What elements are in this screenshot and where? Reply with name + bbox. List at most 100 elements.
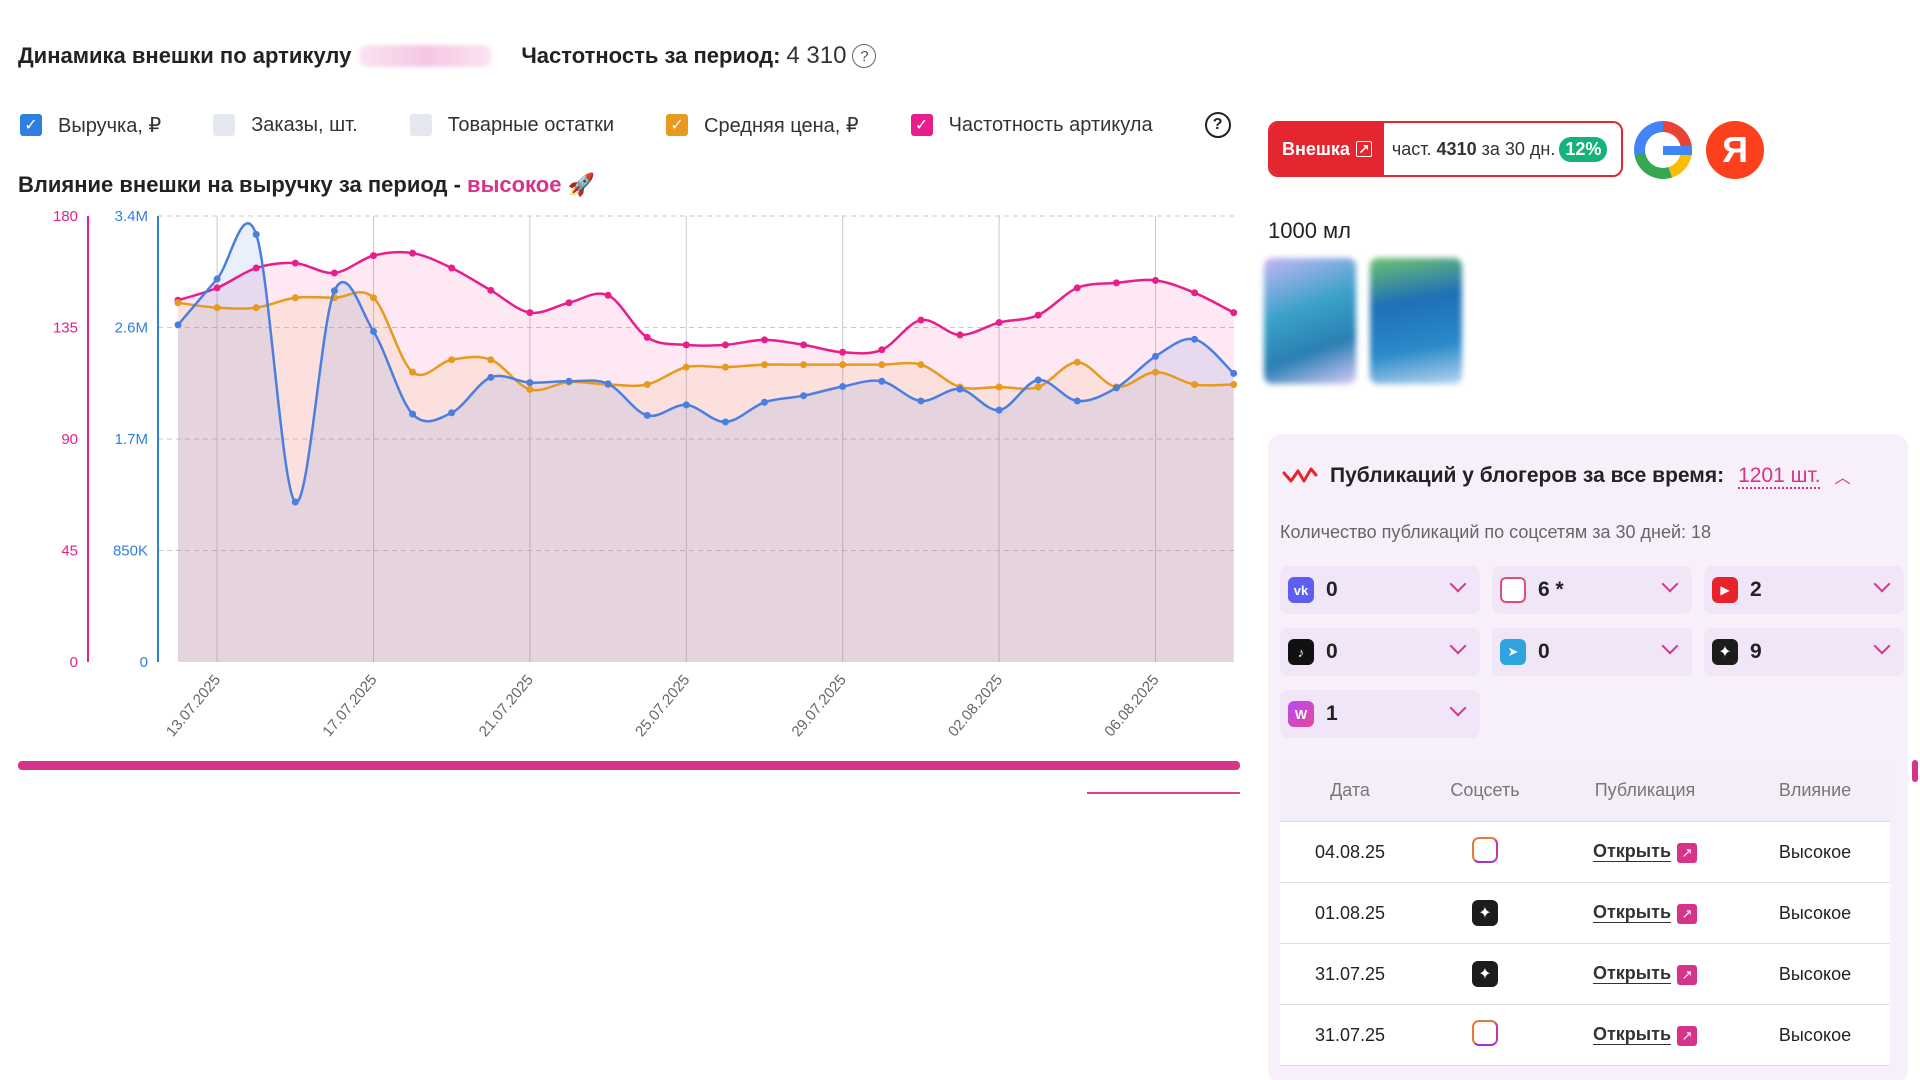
help-icon[interactable]: ? (1205, 112, 1231, 138)
row-social: ✦ (1420, 900, 1550, 926)
chevron-down-icon[interactable] (1874, 576, 1891, 593)
data-point (605, 292, 612, 299)
google-icon[interactable] (1634, 121, 1692, 179)
col-date[interactable]: Дата (1280, 780, 1420, 801)
product-thumbnail[interactable] (1264, 258, 1356, 384)
influence-level: высокое (467, 172, 561, 197)
external-link-icon: ↗ (1356, 141, 1372, 157)
right-axis-tick-label: 1.7M (115, 431, 148, 448)
row-social (1420, 1020, 1550, 1051)
x-tick-label: 17.07.2025 (319, 672, 380, 740)
chevron-down-icon[interactable] (1662, 576, 1679, 593)
pubs-header[interactable]: Публикаций у блогеров за все время: 1201… (1282, 464, 1851, 488)
external-traffic-badge[interactable]: Внешка ↗ част. 4310 за 30 дн. 12% (1268, 121, 1623, 177)
chart-range-thumb[interactable] (1087, 792, 1240, 794)
legend-sku-frequency[interactable]: ✓ Частотность артикула (911, 114, 1153, 137)
telegram-icon: ➤ (1500, 639, 1526, 665)
chart-range-scrollbar[interactable] (18, 761, 1240, 770)
social-dropdown-wb[interactable]: W 1 (1280, 690, 1480, 738)
data-point (175, 321, 182, 328)
row-impact: Высокое (1740, 1025, 1890, 1046)
revenue-chart[interactable]: 0 45 90 135 180 0 850K 1.7M 2.6M 3.4M 13.07.2025 17… (0, 200, 1240, 760)
legend-label: Средняя цена, ₽ (704, 113, 859, 138)
data-point (957, 331, 964, 338)
yandex-icon[interactable]: Я (1706, 121, 1764, 179)
pubs-count[interactable]: 1201 шт. (1738, 464, 1821, 488)
data-point (253, 265, 260, 272)
social-dropdown-telegram[interactable]: ➤ 0 (1492, 628, 1692, 676)
chevron-up-icon[interactable]: ︿ (1835, 464, 1851, 488)
data-point (1191, 381, 1198, 388)
data-point (487, 356, 494, 363)
open-link[interactable]: Открыть (1593, 902, 1671, 922)
external-link-icon[interactable]: ↗ (1677, 904, 1697, 924)
legend-label: Выручка, ₽ (58, 113, 161, 138)
social-dropdown-youtube[interactable]: ▶ 2 (1704, 566, 1904, 614)
data-point (487, 374, 494, 381)
table-row: 31.07.25 Открыть ↗ Высокое (1280, 1005, 1890, 1066)
left-axis-tick-label: 135 (53, 320, 78, 337)
data-point (1230, 381, 1237, 388)
data-point (644, 381, 651, 388)
chevron-down-icon[interactable] (1450, 700, 1467, 717)
data-point (1074, 359, 1081, 366)
data-point (800, 392, 807, 399)
data-point (761, 336, 768, 343)
row-social: ✦ (1420, 961, 1550, 987)
data-point (917, 317, 924, 324)
legend-label: Частотность артикула (949, 114, 1153, 137)
open-link[interactable]: Открыть (1593, 841, 1671, 861)
data-point (253, 304, 260, 311)
chevron-down-icon[interactable] (1662, 638, 1679, 655)
data-point (644, 412, 651, 419)
help-icon[interactable]: ? (852, 44, 876, 68)
legend-orders[interactable]: Заказы, шт. (213, 114, 358, 137)
tiktok-icon: ♪ (1288, 639, 1314, 665)
data-point (1074, 397, 1081, 404)
checkbox-checked-icon[interactable]: ✓ (911, 114, 933, 136)
chevron-down-icon[interactable] (1874, 638, 1891, 655)
data-point (370, 294, 377, 301)
social-dropdown-vk[interactable]: vk 0 (1280, 566, 1480, 614)
chart-legend: ✓ Выручка, ₽ Заказы, шт. Товарные остатк… (20, 112, 1231, 138)
table-scrollbar[interactable] (1912, 760, 1918, 782)
pubs-title: Публикаций у блогеров за все время: (1330, 464, 1724, 488)
chart-header: Динамика внешки по артикулу Частотность … (18, 42, 876, 70)
table-row: 31.07.25 ✦ Открыть ↗ Высокое (1280, 944, 1890, 1005)
col-social[interactable]: Соцсеть (1420, 780, 1550, 801)
social-dropdown-instagram[interactable]: 6 * (1492, 566, 1692, 614)
checkbox-checked-icon[interactable]: ✓ (20, 114, 42, 136)
external-badge-label[interactable]: Внешка ↗ (1270, 123, 1384, 175)
legend-revenue[interactable]: ✓ Выручка, ₽ (20, 113, 161, 138)
social-dropdown-tiktok[interactable]: ♪ 0 (1280, 628, 1480, 676)
legend-avg-price[interactable]: ✓ Средняя цена, ₽ (666, 113, 859, 138)
product-thumbnail[interactable] (1370, 258, 1462, 384)
product-volume: 1000 мл (1268, 218, 1351, 244)
checkbox-checked-icon[interactable]: ✓ (666, 114, 688, 136)
open-link[interactable]: Открыть (1593, 963, 1671, 983)
table-header-row: Дата Соцсеть Публикация Влияние (1280, 760, 1890, 822)
data-point (996, 383, 1003, 390)
col-publication[interactable]: Публикация (1550, 780, 1740, 801)
social-count: 0 (1326, 578, 1338, 602)
chevron-down-icon[interactable] (1450, 638, 1467, 655)
external-link-icon[interactable]: ↗ (1677, 1026, 1697, 1046)
table-row: 04.08.25 Открыть ↗ Высокое (1280, 822, 1890, 883)
external-link-icon[interactable]: ↗ (1677, 843, 1697, 863)
open-link[interactable]: Открыть (1593, 1024, 1671, 1044)
legend-stock[interactable]: Товарные остатки (410, 114, 614, 137)
social-dropdown-dzen[interactable]: ✦ 9 (1704, 628, 1904, 676)
col-impact[interactable]: Влияние (1740, 780, 1890, 801)
external-link-icon[interactable]: ↗ (1677, 965, 1697, 985)
data-point (175, 299, 182, 306)
row-date: 31.07.25 (1280, 964, 1420, 985)
row-publication: Открыть ↗ (1550, 902, 1740, 923)
chevron-down-icon[interactable] (1450, 576, 1467, 593)
x-tick-label: 29.07.2025 (788, 672, 849, 740)
checkbox-unchecked-icon[interactable] (213, 114, 235, 136)
checkbox-unchecked-icon[interactable] (410, 114, 432, 136)
percent-badge: 12% (1559, 137, 1607, 162)
data-point (409, 411, 416, 418)
row-social (1420, 837, 1550, 868)
left-axis-tick-label: 180 (53, 208, 78, 225)
